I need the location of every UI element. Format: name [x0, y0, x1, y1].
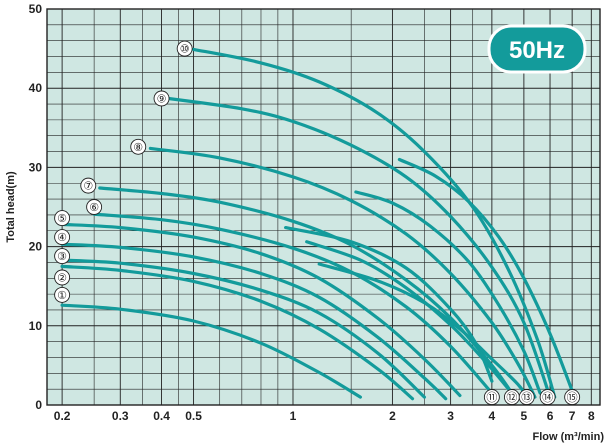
y-tick-label: 40 — [29, 81, 43, 95]
pump-curve-10 — [192, 47, 557, 399]
pump-curves — [60, 47, 574, 401]
x-tick-label: 3 — [447, 409, 454, 423]
pump-curve-3 — [60, 258, 426, 399]
curve-label-number: ⑥ — [89, 202, 99, 214]
curve-label-number: ① — [57, 290, 67, 302]
y-tick-label: 50 — [29, 2, 43, 16]
x-tick-label: 6 — [547, 409, 554, 423]
x-tick-label: 8 — [588, 409, 595, 423]
frequency-badge-label: 50Hz — [509, 37, 565, 64]
curve-label-number: ④ — [57, 232, 67, 244]
x-tick-label: 7 — [569, 409, 576, 423]
frequency-badge-shape — [487, 24, 587, 74]
x-tick-label: 5 — [521, 409, 528, 423]
x-tick-label: 1 — [290, 409, 297, 423]
curve-label-number: ③ — [57, 251, 67, 263]
curve-label-circle — [54, 286, 71, 303]
y-tick-label: 20 — [29, 240, 43, 254]
curve-label-number: ⑬ — [521, 391, 532, 404]
y-axis-title: Total head(m) — [5, 171, 17, 243]
curve-label-13: ⑬ — [518, 389, 535, 406]
curve-label-number: ⑦ — [83, 181, 93, 193]
curve-label-12: ⑫ — [503, 389, 520, 406]
curve-label-circle — [54, 269, 71, 286]
curve-label-circle — [54, 210, 71, 227]
x-tick-label: 4 — [489, 409, 496, 423]
curve-label-number: ⑫ — [506, 391, 517, 404]
curve-label-circle — [130, 138, 147, 155]
curve-label-circle — [86, 199, 103, 215]
y-tick-label: 0 — [35, 398, 42, 412]
curve-label-4: ④ — [54, 229, 71, 246]
curve-label-number: ⑩ — [180, 44, 190, 56]
curve-label-8: ⑧ — [130, 138, 147, 155]
x-tick-label: 0.3 — [112, 409, 129, 423]
plot-area — [47, 9, 600, 405]
curve-label-6: ⑥ — [86, 199, 103, 215]
curve-label-circle — [54, 248, 71, 265]
curve-label-14: ⑭ — [539, 389, 556, 406]
pump-curve-5 — [60, 222, 462, 398]
pump-curve-13 — [317, 262, 529, 399]
pump-curve-9 — [166, 96, 552, 399]
curve-label-circle — [80, 177, 97, 194]
x-tick-label: 2 — [389, 409, 396, 423]
curve-label-number: ⑭ — [542, 391, 553, 404]
curve-label-number: ⑨ — [157, 93, 167, 105]
x-tick-label: 0.5 — [185, 409, 202, 423]
pump-curve-8 — [148, 146, 537, 399]
curve-label-number: ② — [57, 272, 67, 284]
x-tick-label: 0.4 — [153, 409, 170, 423]
x-axis-title: Flow (m³/min) — [533, 431, 605, 443]
y-tick-label: 30 — [29, 160, 43, 174]
x-tick-label: 0.2 — [54, 409, 71, 423]
curve-label-5: ⑤ — [54, 210, 71, 227]
frequency-badge: 50Hz — [487, 24, 587, 74]
curve-label-circle — [176, 40, 193, 57]
pump-curve-15 — [397, 157, 574, 393]
curve-label-number: ⑧ — [133, 142, 143, 154]
curve-label-3: ③ — [54, 248, 71, 265]
curve-label-9: ⑨ — [153, 90, 170, 107]
curve-label-number: ⑪ — [486, 391, 497, 404]
curve-label-number: ⑤ — [57, 213, 67, 225]
y-tick-label: 10 — [29, 319, 43, 333]
curve-label-10: ⑩ — [176, 40, 193, 57]
pump-curve-14 — [354, 190, 542, 395]
curve-label-11: ⑪ — [483, 389, 500, 406]
curve-label-1: ① — [54, 286, 71, 303]
pump-curve-6 — [92, 212, 494, 395]
curve-label-15: ⑮ — [564, 389, 581, 406]
curve-label-7: ⑦ — [80, 177, 97, 194]
pump-curve-4 — [60, 242, 448, 401]
curve-label-2: ② — [54, 269, 71, 286]
curve-label-number: ⑮ — [567, 391, 578, 404]
pump-curve-1 — [60, 303, 362, 399]
curve-label-circle — [153, 90, 170, 107]
pump-curve-2 — [60, 264, 415, 401]
plot-frame — [46, 8, 601, 406]
curve-label-circle — [54, 229, 71, 246]
axes: 0 10 20 30 40 50 0.2 0.3 0.4 0.5 1 2 3 4 5 6 7 8 — [29, 2, 601, 423]
curve-labels: ① ② ③ ④ ⑤ ⑥ ⑦ ⑧ ⑨ ⑩ ⑪ ⑫ ⑬ ⑭ ⑮ — [54, 40, 581, 406]
